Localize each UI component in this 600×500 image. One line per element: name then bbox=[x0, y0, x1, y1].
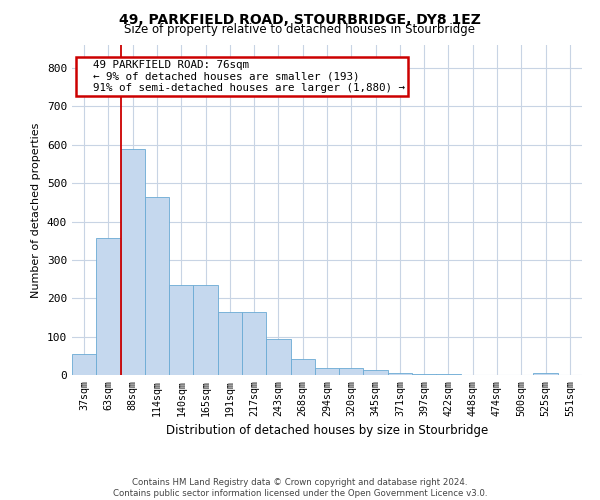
Bar bbox=[193, 285, 218, 375]
Bar bbox=[315, 368, 339, 375]
Bar bbox=[266, 338, 290, 375]
Bar bbox=[121, 148, 145, 375]
Bar bbox=[412, 374, 436, 375]
Bar bbox=[388, 373, 412, 375]
Bar bbox=[339, 368, 364, 375]
Y-axis label: Number of detached properties: Number of detached properties bbox=[31, 122, 41, 298]
Text: 49, PARKFIELD ROAD, STOURBRIDGE, DY8 1EZ: 49, PARKFIELD ROAD, STOURBRIDGE, DY8 1EZ bbox=[119, 12, 481, 26]
X-axis label: Distribution of detached houses by size in Stourbridge: Distribution of detached houses by size … bbox=[166, 424, 488, 437]
Text: Size of property relative to detached houses in Stourbridge: Size of property relative to detached ho… bbox=[125, 22, 476, 36]
Bar bbox=[436, 374, 461, 375]
Text: 49 PARKFIELD ROAD: 76sqm
  ← 9% of detached houses are smaller (193)
  91% of se: 49 PARKFIELD ROAD: 76sqm ← 9% of detache… bbox=[80, 60, 404, 93]
Bar bbox=[218, 312, 242, 375]
Bar bbox=[72, 354, 96, 375]
Bar bbox=[290, 359, 315, 375]
Bar bbox=[242, 312, 266, 375]
Bar bbox=[96, 238, 121, 375]
Bar bbox=[145, 196, 169, 375]
Bar bbox=[169, 285, 193, 375]
Bar bbox=[533, 373, 558, 375]
Text: Contains HM Land Registry data © Crown copyright and database right 2024.
Contai: Contains HM Land Registry data © Crown c… bbox=[113, 478, 487, 498]
Bar bbox=[364, 370, 388, 375]
